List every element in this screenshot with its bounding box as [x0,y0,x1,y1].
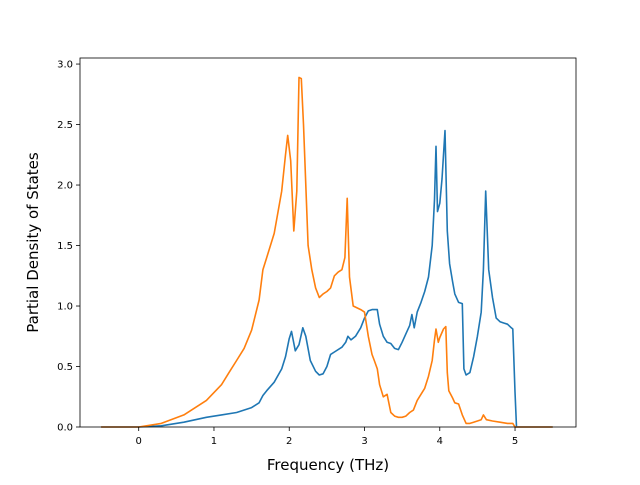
y-tick-label: 3.0 [57,60,73,71]
x-tick-label: 4 [437,436,443,447]
y-tick-label: 0.5 [57,362,73,373]
x-tick-label: 3 [361,436,367,447]
x-tick-label: 2 [286,436,292,447]
x-tick-label: 1 [211,436,217,447]
series-line-1 [101,129,553,428]
x-axis-ticks: 0 1 2 3 4 5 [136,427,518,447]
x-axis-label: Frequency (THz) [267,456,389,474]
y-tick-label: 1.5 [57,241,73,252]
x-tick-label: 5 [512,436,518,447]
series-line-2 [101,76,553,428]
y-tick-label: 1.0 [57,302,73,313]
y-tick-label: 2.0 [57,181,73,192]
x-tick-label: 0 [136,436,142,447]
y-tick-label: 2.5 [57,120,73,131]
y-tick-label: 0.0 [57,423,73,434]
y-axis-ticks: 0.0 0.5 1.0 1.5 2.0 2.5 3.0 [57,60,80,434]
series-lines [101,76,553,428]
plot-frame [79,57,577,428]
y-axis-label: Partial Density of States [24,152,42,333]
